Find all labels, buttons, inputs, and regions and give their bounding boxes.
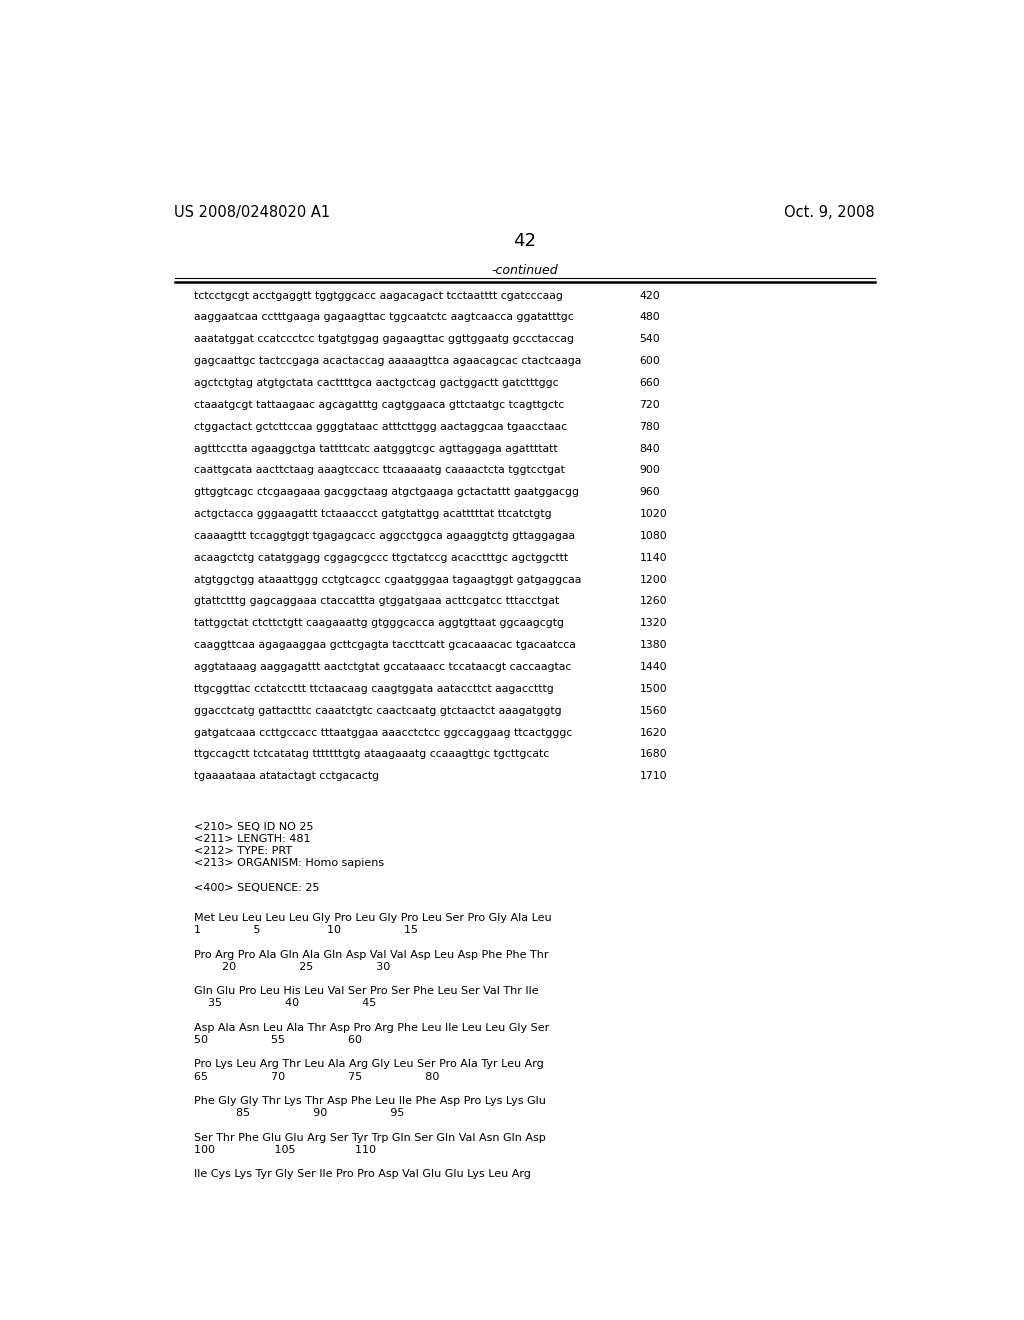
Text: gttggtcagc ctcgaagaaa gacggctaag atgctgaaga gctactattt gaatggacgg: gttggtcagc ctcgaagaaa gacggctaag atgctga… <box>194 487 579 498</box>
Text: 1200: 1200 <box>640 574 668 585</box>
Text: 100                 105                 110: 100 105 110 <box>194 1144 376 1155</box>
Text: 1500: 1500 <box>640 684 668 694</box>
Text: ctaaatgcgt tattaagaac agcagatttg cagtggaaca gttctaatgc tcagttgctc: ctaaatgcgt tattaagaac agcagatttg cagtgga… <box>194 400 564 409</box>
Text: 780: 780 <box>640 421 660 432</box>
Text: ttgccagctt tctcatatag tttttttgtg ataagaaatg ccaaagttgc tgcttgcatc: ttgccagctt tctcatatag tttttttgtg ataagaa… <box>194 750 549 759</box>
Text: 1260: 1260 <box>640 597 667 606</box>
Text: agtttcctta agaaggctga tattttcatc aatgggtcgc agttaggaga agattttatt: agtttcctta agaaggctga tattttcatc aatgggt… <box>194 444 557 454</box>
Text: 1560: 1560 <box>640 706 667 715</box>
Text: 1020: 1020 <box>640 510 668 519</box>
Text: actgctacca gggaagattt tctaaaccct gatgtattgg acatttttat ttcatctgtg: actgctacca gggaagattt tctaaaccct gatgtat… <box>194 510 552 519</box>
Text: 900: 900 <box>640 466 660 475</box>
Text: atgtggctgg ataaattggg cctgtcagcc cgaatgggaa tagaagtggt gatgaggcaa: atgtggctgg ataaattggg cctgtcagcc cgaatgg… <box>194 574 582 585</box>
Text: aaggaatcaa cctttgaaga gagaagttac tggcaatctc aagtcaacca ggatatttgc: aaggaatcaa cctttgaaga gagaagttac tggcaat… <box>194 313 573 322</box>
Text: Ile Cys Lys Tyr Gly Ser Ile Pro Pro Asp Val Glu Glu Lys Leu Arg: Ile Cys Lys Tyr Gly Ser Ile Pro Pro Asp … <box>194 1170 530 1179</box>
Text: tgaaaataaa atatactagt cctgacactg: tgaaaataaa atatactagt cctgacactg <box>194 771 379 781</box>
Text: <212> TYPE: PRT: <212> TYPE: PRT <box>194 846 292 855</box>
Text: 1380: 1380 <box>640 640 667 651</box>
Text: 1               5                   10                  15: 1 5 10 15 <box>194 925 418 936</box>
Text: aaatatggat ccatccctcc tgatgtggag gagaagttac ggttggaatg gccctaccag: aaatatggat ccatccctcc tgatgtggag gagaagt… <box>194 334 573 345</box>
Text: ctggactact gctcttccaa ggggtataac atttcttggg aactaggcaa tgaacctaac: ctggactact gctcttccaa ggggtataac atttctt… <box>194 421 567 432</box>
Text: 1620: 1620 <box>640 727 667 738</box>
Text: gagcaattgc tactccgaga acactaccag aaaaagttca agaacagcac ctactcaaga: gagcaattgc tactccgaga acactaccag aaaaagt… <box>194 356 582 366</box>
Text: ggacctcatg gattactttc caaatctgtc caactcaatg gtctaactct aaagatggtg: ggacctcatg gattactttc caaatctgtc caactca… <box>194 706 561 715</box>
Text: 480: 480 <box>640 313 660 322</box>
Text: 42: 42 <box>513 231 537 249</box>
Text: caaggttcaa agagaaggaa gcttcgagta taccttcatt gcacaaacac tgacaatcca: caaggttcaa agagaaggaa gcttcgagta taccttc… <box>194 640 575 651</box>
Text: 65                  70                  75                  80: 65 70 75 80 <box>194 1072 439 1081</box>
Text: -continued: -continued <box>492 264 558 277</box>
Text: 840: 840 <box>640 444 660 454</box>
Text: Ser Thr Phe Glu Glu Arg Ser Tyr Trp Gln Ser Gln Val Asn Gln Asp: Ser Thr Phe Glu Glu Arg Ser Tyr Trp Gln … <box>194 1133 546 1143</box>
Text: 600: 600 <box>640 356 660 366</box>
Text: US 2008/0248020 A1: US 2008/0248020 A1 <box>174 205 331 220</box>
Text: 1440: 1440 <box>640 663 667 672</box>
Text: Gln Glu Pro Leu His Leu Val Ser Pro Ser Phe Leu Ser Val Thr Ile: Gln Glu Pro Leu His Leu Val Ser Pro Ser … <box>194 986 539 997</box>
Text: acaagctctg catatggagg cggagcgccc ttgctatccg acacctttgc agctggcttt: acaagctctg catatggagg cggagcgccc ttgctat… <box>194 553 568 562</box>
Text: 540: 540 <box>640 334 660 345</box>
Text: <210> SEQ ID NO 25: <210> SEQ ID NO 25 <box>194 821 313 832</box>
Text: 1320: 1320 <box>640 618 667 628</box>
Text: tctcctgcgt acctgaggtt tggtggcacc aagacagact tcctaatttt cgatcccaag: tctcctgcgt acctgaggtt tggtggcacc aagacag… <box>194 290 563 301</box>
Text: tattggctat ctcttctgtt caagaaattg gtgggcacca aggtgttaat ggcaagcgtg: tattggctat ctcttctgtt caagaaattg gtgggca… <box>194 618 564 628</box>
Text: Asp Ala Asn Leu Ala Thr Asp Pro Arg Phe Leu Ile Leu Leu Gly Ser: Asp Ala Asn Leu Ala Thr Asp Pro Arg Phe … <box>194 1023 549 1032</box>
Text: caaaagttt tccaggtggt tgagagcacc aggcctggca agaaggtctg gttaggagaa: caaaagttt tccaggtggt tgagagcacc aggcctgg… <box>194 531 575 541</box>
Text: gtattctttg gagcaggaaa ctaccattta gtggatgaaa acttcgatcc tttacctgat: gtattctttg gagcaggaaa ctaccattta gtggatg… <box>194 597 559 606</box>
Text: 35                  40                  45: 35 40 45 <box>194 998 376 1008</box>
Text: 1680: 1680 <box>640 750 667 759</box>
Text: 20                  25                  30: 20 25 30 <box>194 962 390 972</box>
Text: Phe Gly Gly Thr Lys Thr Asp Phe Leu Ile Phe Asp Pro Lys Lys Glu: Phe Gly Gly Thr Lys Thr Asp Phe Leu Ile … <box>194 1096 546 1106</box>
Text: Pro Lys Leu Arg Thr Leu Ala Arg Gly Leu Ser Pro Ala Tyr Leu Arg: Pro Lys Leu Arg Thr Leu Ala Arg Gly Leu … <box>194 1060 544 1069</box>
Text: 1140: 1140 <box>640 553 667 562</box>
Text: Oct. 9, 2008: Oct. 9, 2008 <box>784 205 876 220</box>
Text: Pro Arg Pro Ala Gln Ala Gln Asp Val Val Asp Leu Asp Phe Phe Thr: Pro Arg Pro Ala Gln Ala Gln Asp Val Val … <box>194 949 549 960</box>
Text: 50                  55                  60: 50 55 60 <box>194 1035 361 1045</box>
Text: 660: 660 <box>640 378 660 388</box>
Text: gatgatcaaa ccttgccacc tttaatggaa aaacctctcc ggccaggaag ttcactgggc: gatgatcaaa ccttgccacc tttaatggaa aaacctc… <box>194 727 572 738</box>
Text: 720: 720 <box>640 400 660 409</box>
Text: agctctgtag atgtgctata cacttttgca aactgctcag gactggactt gatctttggc: agctctgtag atgtgctata cacttttgca aactgct… <box>194 378 558 388</box>
Text: <213> ORGANISM: Homo sapiens: <213> ORGANISM: Homo sapiens <box>194 858 384 869</box>
Text: <211> LENGTH: 481: <211> LENGTH: 481 <box>194 834 310 843</box>
Text: 960: 960 <box>640 487 660 498</box>
Text: 420: 420 <box>640 290 660 301</box>
Text: 85                  90                  95: 85 90 95 <box>194 1109 404 1118</box>
Text: 1710: 1710 <box>640 771 667 781</box>
Text: ttgcggttac cctatccttt ttctaacaag caagtggata aataccttct aagacctttg: ttgcggttac cctatccttt ttctaacaag caagtgg… <box>194 684 554 694</box>
Text: 1080: 1080 <box>640 531 668 541</box>
Text: aggtataaag aaggagattt aactctgtat gccataaacc tccataacgt caccaagtac: aggtataaag aaggagattt aactctgtat gccataa… <box>194 663 571 672</box>
Text: Met Leu Leu Leu Leu Gly Pro Leu Gly Pro Leu Ser Pro Gly Ala Leu: Met Leu Leu Leu Leu Gly Pro Leu Gly Pro … <box>194 913 552 923</box>
Text: caattgcata aacttctaag aaagtccacc ttcaaaaatg caaaactcta tggtcctgat: caattgcata aacttctaag aaagtccacc ttcaaaa… <box>194 466 565 475</box>
Text: <400> SEQUENCE: 25: <400> SEQUENCE: 25 <box>194 883 319 892</box>
